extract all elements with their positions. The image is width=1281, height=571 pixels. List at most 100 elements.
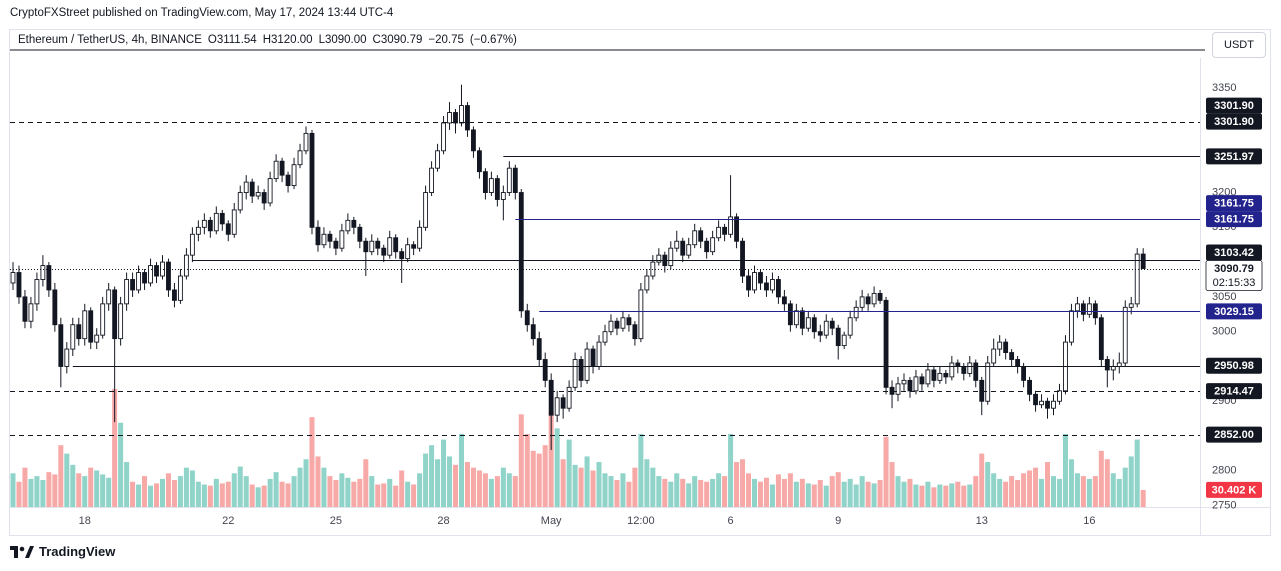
- volume-bar: [913, 484, 919, 507]
- volume-bar: [781, 478, 787, 507]
- current-price-label: 3090.79: [1214, 263, 1254, 275]
- candle-body: [560, 397, 566, 409]
- volume-bar: [955, 481, 961, 507]
- volume-bar: [734, 462, 740, 507]
- volume-bar: [213, 478, 219, 507]
- candle-body: [889, 386, 895, 395]
- volume-bar: [393, 485, 399, 507]
- candle-body: [1057, 390, 1062, 402]
- volume-bar: [237, 466, 243, 507]
- candle-body: [524, 310, 530, 326]
- candle-body: [435, 150, 440, 169]
- candle-body: [853, 306, 859, 319]
- countdown-label: 02:15:33: [1213, 277, 1256, 289]
- volume-bar: [626, 481, 632, 507]
- candle-body: [471, 129, 476, 152]
- volume-bar: [1056, 478, 1062, 507]
- volume-bar: [494, 476, 500, 507]
- price-label: 2914.47: [1214, 386, 1254, 398]
- volume-bar: [339, 473, 345, 507]
- candle-body: [339, 230, 345, 249]
- candle-body: [638, 289, 644, 340]
- ohlc-legend-item: (−0.67%): [469, 34, 517, 46]
- candle-body: [710, 237, 716, 253]
- volume-bar: [763, 477, 769, 507]
- candle-body: [500, 192, 506, 200]
- volume-bar: [500, 467, 506, 507]
- volume-bar: [841, 481, 847, 507]
- candle-body: [22, 296, 28, 322]
- candle-body: [919, 376, 925, 385]
- candle-body: [1039, 400, 1044, 406]
- price-label-box: [1206, 195, 1262, 212]
- volume-bar: [560, 459, 566, 507]
- candle-body: [787, 303, 793, 326]
- volume-bar: [632, 467, 638, 507]
- volume-bar: [686, 483, 692, 507]
- volume-bar: [321, 467, 327, 507]
- candle-body: [243, 181, 249, 193]
- volume-bar: [985, 462, 991, 507]
- candle-body: [734, 216, 739, 242]
- y-tick-label: 3350: [1212, 82, 1236, 94]
- volume-bar: [578, 467, 584, 507]
- candle-body: [124, 279, 130, 305]
- volume-bar: [716, 473, 722, 507]
- volume-bar: [512, 476, 518, 507]
- volume-bar: [751, 478, 758, 507]
- volume-bar: [177, 476, 183, 507]
- volume-bar: [859, 476, 865, 507]
- volume-bar: [638, 433, 644, 507]
- volume-bar: [488, 478, 494, 507]
- volume-bar: [1021, 473, 1027, 507]
- price-label: 2852.00: [1214, 429, 1254, 441]
- x-tick-label: 12:00: [627, 515, 655, 527]
- volume-bar: [1009, 476, 1015, 507]
- candle-body: [381, 247, 387, 256]
- candle-body: [309, 132, 315, 228]
- candle-body: [764, 282, 769, 291]
- candle-body: [488, 178, 494, 193]
- candle-body: [1051, 400, 1056, 409]
- volume-bar: [769, 484, 775, 507]
- price-label: 3301.90: [1214, 116, 1254, 128]
- volume-bar: [159, 478, 165, 507]
- candle-body: [644, 275, 650, 291]
- price-label-box: [1206, 357, 1262, 374]
- volume-bar: [1062, 433, 1068, 507]
- candle-body: [213, 212, 219, 232]
- candle-body: [429, 167, 435, 193]
- chart-frame: [9, 29, 1271, 536]
- volume-bar: [309, 417, 315, 507]
- volume-bar: [596, 462, 602, 507]
- candle-body: [399, 251, 405, 260]
- volume-label-box: [1206, 481, 1262, 498]
- volume-bar: [979, 453, 985, 507]
- volume-bar: [1033, 467, 1039, 507]
- candle-body: [1134, 253, 1140, 305]
- candle-body: [112, 289, 118, 340]
- volume-bar: [399, 470, 405, 507]
- x-tick-label: 6: [728, 515, 734, 527]
- price-label-box: [1206, 148, 1262, 165]
- candle-body: [1116, 362, 1122, 367]
- volume-bar: [423, 453, 429, 507]
- volume-bar: [327, 476, 333, 507]
- currency-button[interactable]: USDT: [1212, 32, 1266, 58]
- candle-body: [955, 362, 961, 367]
- price-label-box: [1206, 113, 1262, 130]
- candle-body: [16, 272, 22, 298]
- volume-bar: [1027, 470, 1033, 507]
- candle-body: [166, 261, 171, 291]
- candle-body: [303, 132, 309, 152]
- candle-body: [542, 359, 548, 381]
- candle-body: [925, 369, 931, 385]
- volume-bar: [1015, 480, 1021, 507]
- volume-bar: [1104, 459, 1110, 507]
- candle-body: [704, 240, 710, 253]
- candle-body: [548, 379, 554, 416]
- volume-bar: [674, 473, 680, 507]
- volume-bar: [405, 481, 411, 507]
- price-label-box: [1206, 211, 1262, 228]
